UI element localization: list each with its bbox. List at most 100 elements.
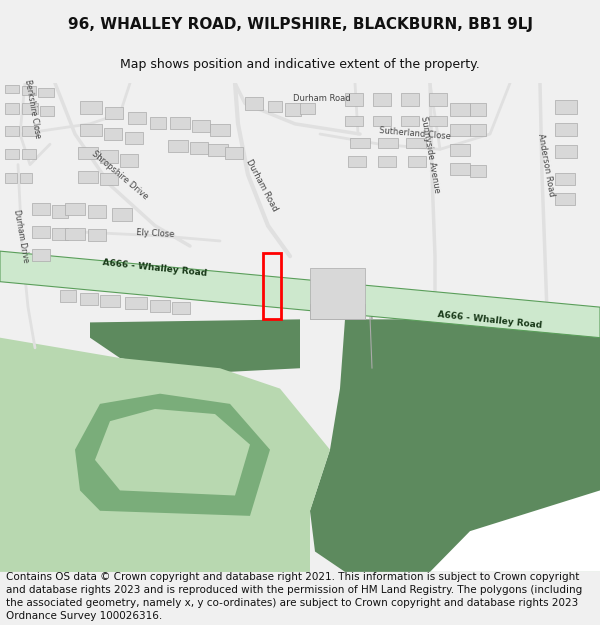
Bar	[555, 123, 577, 136]
Bar	[408, 156, 426, 167]
Bar	[100, 295, 120, 307]
Text: Durham Road: Durham Road	[293, 94, 351, 103]
Text: A666 - Whalley Road: A666 - Whalley Road	[102, 259, 208, 278]
Bar	[65, 228, 85, 240]
Text: Sutherland Close: Sutherland Close	[379, 126, 451, 142]
Bar	[22, 104, 38, 114]
Bar	[32, 226, 50, 238]
Bar	[105, 106, 123, 119]
Bar	[555, 173, 575, 185]
Bar	[40, 106, 54, 116]
Polygon shape	[90, 319, 300, 373]
Bar	[5, 126, 19, 136]
Bar	[401, 93, 419, 106]
Bar	[128, 112, 146, 124]
Bar	[88, 205, 106, 217]
Bar	[100, 173, 118, 185]
Text: Berkshire Close: Berkshire Close	[23, 79, 43, 139]
Bar	[125, 297, 147, 309]
Bar	[310, 269, 365, 319]
Bar	[406, 138, 426, 148]
Text: Ely Close: Ely Close	[136, 228, 175, 239]
Bar	[348, 156, 366, 167]
Text: A666 - Whalley Road: A666 - Whalley Road	[437, 311, 543, 331]
Bar	[5, 173, 17, 183]
Bar	[470, 124, 486, 136]
Polygon shape	[430, 491, 600, 572]
Bar	[172, 302, 190, 314]
Bar	[65, 203, 85, 216]
Bar	[150, 300, 170, 312]
Bar	[555, 145, 577, 159]
Bar	[80, 101, 102, 114]
Bar	[170, 117, 190, 129]
Text: 96, WHALLEY ROAD, WILPSHIRE, BLACKBURN, BB1 9LJ: 96, WHALLEY ROAD, WILPSHIRE, BLACKBURN, …	[67, 17, 533, 32]
Text: Map shows position and indicative extent of the property.: Map shows position and indicative extent…	[120, 58, 480, 71]
Bar	[378, 138, 398, 148]
Bar	[32, 203, 50, 216]
Bar	[60, 290, 76, 302]
Bar	[268, 101, 282, 112]
Polygon shape	[480, 319, 600, 338]
Bar	[470, 104, 486, 116]
Bar	[32, 249, 50, 261]
Bar	[5, 149, 19, 159]
Bar	[312, 290, 337, 302]
Bar	[345, 116, 363, 126]
Text: Anderson Road: Anderson Road	[536, 132, 556, 197]
Polygon shape	[0, 251, 600, 338]
Bar	[263, 253, 281, 319]
Bar	[350, 138, 370, 148]
Bar	[450, 124, 470, 136]
Text: Contains OS data © Crown copyright and database right 2021. This information is : Contains OS data © Crown copyright and d…	[6, 572, 582, 621]
Bar	[450, 104, 470, 116]
Bar	[5, 104, 19, 114]
Polygon shape	[0, 338, 330, 572]
Bar	[88, 229, 106, 241]
Bar	[378, 156, 396, 167]
Text: Durham Drive: Durham Drive	[12, 209, 30, 263]
Bar	[112, 208, 132, 221]
Polygon shape	[75, 394, 270, 516]
Bar	[120, 154, 138, 167]
Bar	[78, 148, 98, 159]
Bar	[80, 293, 98, 305]
Bar	[210, 124, 230, 136]
Bar	[285, 104, 301, 116]
Bar	[100, 151, 118, 162]
Bar	[450, 162, 470, 175]
Bar	[401, 116, 419, 126]
Bar	[310, 304, 340, 319]
Bar	[429, 116, 447, 126]
Bar	[340, 304, 365, 319]
Bar	[373, 116, 391, 126]
Bar	[20, 173, 32, 183]
Text: Sunnyside Avenue: Sunnyside Avenue	[419, 115, 441, 194]
Bar	[5, 85, 19, 93]
Bar	[450, 144, 470, 156]
Text: Shropshire Drive: Shropshire Drive	[90, 149, 150, 201]
Bar	[555, 101, 577, 114]
Bar	[168, 140, 188, 152]
Bar	[78, 171, 98, 183]
Bar	[22, 126, 38, 136]
Polygon shape	[15, 373, 295, 572]
Bar	[338, 290, 358, 302]
Bar	[22, 149, 36, 159]
Bar	[22, 86, 36, 96]
Bar	[125, 132, 143, 144]
Bar	[38, 88, 54, 98]
Bar	[555, 193, 575, 205]
Bar	[225, 148, 243, 159]
Bar	[429, 93, 447, 106]
Bar	[345, 93, 363, 106]
Bar	[300, 104, 315, 114]
Polygon shape	[310, 319, 600, 572]
Text: Durham Road: Durham Road	[245, 158, 280, 212]
Bar	[52, 228, 68, 240]
Bar	[245, 98, 263, 109]
Bar	[80, 124, 102, 136]
Bar	[104, 128, 122, 140]
Bar	[192, 120, 210, 132]
Bar	[52, 205, 68, 217]
